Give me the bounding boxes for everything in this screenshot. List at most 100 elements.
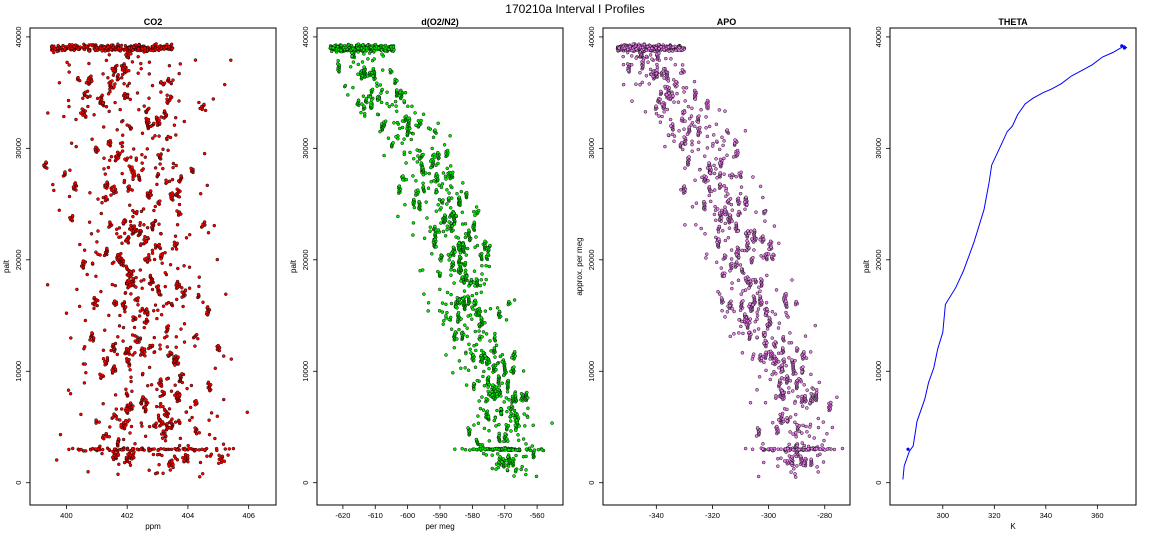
data-point — [68, 391, 73, 396]
data-point — [798, 454, 803, 458]
data-point — [489, 349, 493, 353]
data-point — [117, 255, 121, 260]
data-point — [758, 289, 762, 293]
data-point — [170, 46, 175, 51]
data-point — [477, 399, 481, 403]
data-point — [416, 188, 420, 192]
data-point — [205, 305, 210, 309]
data-point — [459, 189, 464, 194]
data-point — [463, 323, 467, 327]
data-point — [402, 137, 406, 141]
data-point — [175, 187, 179, 191]
data-point — [494, 446, 499, 451]
data-point — [128, 401, 133, 405]
data-point — [495, 452, 500, 456]
data-point — [485, 409, 490, 413]
data-point — [107, 158, 112, 163]
data-point — [387, 104, 392, 109]
data-point — [436, 203, 440, 207]
data-point — [150, 287, 155, 292]
data-point — [126, 273, 131, 278]
data-point — [494, 343, 499, 348]
data-point — [803, 334, 808, 338]
data-point — [455, 191, 459, 196]
data-point — [762, 360, 766, 365]
data-point — [122, 81, 126, 86]
data-point — [680, 147, 685, 152]
data-point — [467, 342, 471, 347]
data-layer — [615, 42, 845, 479]
data-point — [769, 245, 773, 250]
data-point — [122, 231, 127, 236]
data-point — [128, 283, 132, 287]
data-point — [52, 188, 56, 193]
data-point — [658, 120, 663, 124]
data-point — [93, 303, 98, 307]
data-point — [169, 301, 174, 306]
data-point — [378, 83, 383, 87]
data-point — [142, 325, 147, 330]
data-point — [494, 385, 499, 389]
data-point — [748, 302, 752, 306]
data-point — [162, 109, 167, 113]
data-point — [483, 309, 488, 313]
data-point — [107, 109, 111, 114]
data-point — [759, 254, 763, 258]
data-point — [396, 214, 400, 219]
data-point — [495, 361, 500, 366]
data-point — [441, 198, 445, 202]
data-point — [436, 121, 440, 126]
data-point — [440, 301, 445, 305]
data-point — [768, 377, 773, 382]
data-point — [705, 166, 710, 170]
data-point — [170, 42, 174, 46]
data-point — [193, 426, 197, 430]
data-point — [379, 100, 384, 105]
data-point — [175, 390, 180, 395]
data-point — [166, 134, 170, 139]
data-point — [382, 153, 386, 158]
data-point — [408, 150, 412, 155]
data-point — [463, 271, 468, 276]
data-point — [170, 247, 175, 251]
data-point — [100, 200, 104, 205]
data-point — [202, 151, 207, 156]
data-point — [448, 184, 453, 188]
data-point — [446, 253, 451, 257]
data-point — [150, 248, 155, 253]
data-point — [655, 62, 659, 67]
data-point — [689, 114, 694, 118]
data-point — [92, 306, 96, 311]
data-point — [787, 356, 791, 360]
data-point — [461, 296, 465, 301]
data-point — [508, 419, 513, 423]
data-point — [397, 184, 402, 188]
data-point — [102, 167, 106, 171]
data-point — [717, 224, 722, 229]
data-point — [484, 277, 488, 282]
data-point — [124, 418, 128, 423]
data-point — [505, 468, 510, 472]
data-point — [130, 389, 134, 394]
data-point — [461, 242, 465, 246]
data-point — [359, 110, 363, 115]
data-point — [67, 447, 71, 452]
data-point — [57, 81, 62, 85]
data-point — [785, 419, 789, 423]
data-point — [487, 360, 492, 365]
data-point — [102, 328, 107, 332]
data-point — [90, 137, 94, 141]
data-point — [722, 156, 726, 161]
data-point — [165, 97, 169, 101]
data-point — [155, 316, 159, 321]
data-point — [68, 168, 72, 172]
data-point — [449, 251, 454, 255]
data-point — [140, 131, 145, 136]
data-point — [216, 461, 221, 466]
data-point — [671, 78, 676, 82]
data-point — [709, 189, 714, 194]
data-point — [171, 161, 176, 166]
data-point — [505, 409, 509, 414]
data-point — [134, 43, 138, 47]
data-point — [122, 460, 127, 465]
